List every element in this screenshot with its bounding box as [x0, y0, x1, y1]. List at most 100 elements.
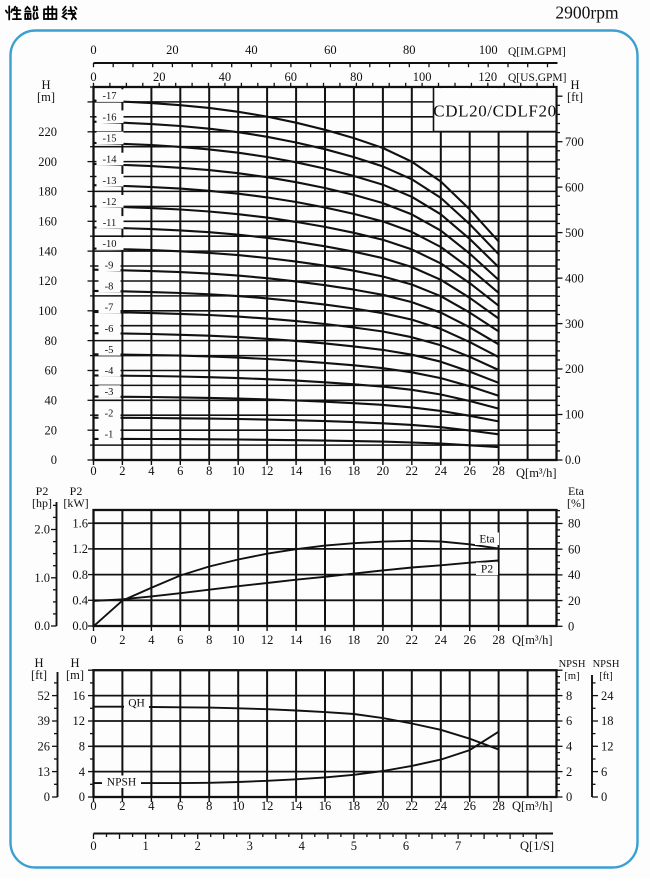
svg-text:0: 0 — [90, 839, 96, 853]
svg-text:5: 5 — [351, 839, 357, 853]
svg-text:8: 8 — [206, 633, 212, 647]
svg-text:P2: P2 — [481, 564, 493, 576]
svg-text:[%]: [%] — [567, 496, 585, 510]
svg-text:120: 120 — [38, 274, 57, 288]
svg-text:26: 26 — [38, 740, 51, 754]
svg-text:Eta: Eta — [479, 534, 494, 546]
svg-text:-11: -11 — [103, 218, 117, 229]
svg-text:6: 6 — [403, 839, 409, 853]
svg-text:26: 26 — [463, 464, 476, 478]
svg-text:Q[1/S]: Q[1/S] — [520, 839, 554, 853]
svg-text:16: 16 — [319, 799, 332, 813]
svg-text:80: 80 — [568, 517, 581, 531]
svg-text:12: 12 — [601, 740, 614, 754]
svg-text:0: 0 — [90, 799, 96, 813]
svg-text:20: 20 — [45, 423, 58, 437]
svg-text:12: 12 — [261, 799, 274, 813]
svg-text:600: 600 — [565, 180, 584, 194]
svg-text:0: 0 — [90, 43, 96, 57]
svg-text:200: 200 — [565, 362, 584, 376]
svg-text:22: 22 — [406, 799, 419, 813]
svg-text:16: 16 — [73, 689, 86, 703]
svg-text:H: H — [570, 78, 579, 92]
svg-text:-16: -16 — [103, 112, 117, 123]
svg-text:20: 20 — [568, 594, 581, 608]
svg-text:26: 26 — [463, 799, 476, 813]
svg-text:-10: -10 — [103, 239, 117, 250]
svg-text:QH: QH — [128, 698, 145, 710]
svg-text:NPSH: NPSH — [593, 659, 620, 670]
svg-text:80: 80 — [403, 43, 416, 57]
svg-text:3: 3 — [247, 839, 253, 853]
svg-text:400: 400 — [565, 271, 584, 285]
svg-text:H: H — [70, 656, 79, 670]
svg-text:12: 12 — [261, 464, 274, 478]
svg-text:2: 2 — [119, 633, 125, 647]
svg-text:120: 120 — [478, 70, 497, 84]
svg-text:200: 200 — [38, 155, 57, 169]
svg-text:4: 4 — [79, 765, 86, 779]
svg-text:-12: -12 — [103, 197, 117, 208]
svg-text:Eta: Eta — [568, 484, 585, 498]
svg-text:-1: -1 — [105, 430, 114, 441]
svg-text:7: 7 — [455, 839, 461, 853]
svg-text:28: 28 — [492, 464, 505, 478]
svg-text:Q[m³/h]: Q[m³/h] — [512, 799, 553, 813]
svg-text:13: 13 — [38, 765, 51, 779]
svg-text:500: 500 — [565, 226, 584, 240]
svg-text:14: 14 — [290, 464, 303, 478]
svg-text:-13: -13 — [103, 176, 117, 187]
svg-text:180: 180 — [38, 185, 57, 199]
svg-text:[hp]: [hp] — [32, 496, 52, 510]
svg-text:40: 40 — [245, 43, 258, 57]
svg-text:1.2: 1.2 — [72, 542, 88, 556]
svg-text:0: 0 — [51, 453, 57, 467]
svg-text:8: 8 — [566, 689, 572, 703]
svg-text:[m]: [m] — [66, 668, 84, 682]
svg-text:28: 28 — [492, 633, 505, 647]
svg-text:8: 8 — [206, 799, 212, 813]
svg-text:140: 140 — [38, 244, 57, 258]
svg-text:1.6: 1.6 — [72, 516, 88, 530]
svg-text:16: 16 — [319, 464, 332, 478]
svg-text:[ft]: [ft] — [599, 671, 612, 682]
svg-text:Q[m³/h]: Q[m³/h] — [512, 633, 553, 647]
svg-text:NPSH: NPSH — [559, 659, 586, 670]
svg-text:40: 40 — [45, 394, 58, 408]
svg-text:[ft]: [ft] — [31, 668, 47, 682]
svg-text:12: 12 — [261, 633, 274, 647]
svg-text:4: 4 — [299, 839, 306, 853]
svg-text:24: 24 — [435, 633, 448, 647]
svg-text:24: 24 — [601, 689, 614, 703]
svg-text:[m]: [m] — [564, 671, 579, 682]
svg-text:60: 60 — [45, 364, 58, 378]
svg-text:18: 18 — [348, 799, 361, 813]
svg-text:1: 1 — [142, 839, 148, 853]
svg-text:2: 2 — [566, 765, 572, 779]
svg-text:6: 6 — [177, 633, 183, 647]
svg-text:24: 24 — [435, 799, 448, 813]
svg-text:[m]: [m] — [37, 90, 55, 104]
svg-text:18: 18 — [601, 714, 614, 728]
svg-text:220: 220 — [38, 125, 57, 139]
svg-text:0: 0 — [568, 620, 574, 634]
svg-text:14: 14 — [290, 799, 303, 813]
svg-text:2.0: 2.0 — [34, 523, 50, 537]
svg-text:28: 28 — [492, 799, 505, 813]
svg-text:2900rpm: 2900rpm — [555, 3, 619, 23]
svg-text:40: 40 — [219, 70, 232, 84]
svg-text:300: 300 — [565, 317, 584, 331]
svg-text:CDL20/CDLF20: CDL20/CDLF20 — [433, 102, 556, 121]
svg-text:60: 60 — [324, 43, 337, 57]
svg-text:-14: -14 — [103, 155, 118, 166]
svg-text:-7: -7 — [105, 303, 114, 314]
svg-text:Q[m³/h]: Q[m³/h] — [516, 466, 557, 480]
svg-text:2: 2 — [119, 464, 125, 478]
svg-text:24: 24 — [435, 464, 448, 478]
svg-text:8: 8 — [79, 740, 85, 754]
svg-text:6: 6 — [601, 765, 607, 779]
svg-text:-15: -15 — [103, 134, 117, 145]
svg-text:20: 20 — [377, 799, 390, 813]
svg-text:100: 100 — [413, 70, 432, 84]
svg-text:160: 160 — [38, 215, 57, 229]
